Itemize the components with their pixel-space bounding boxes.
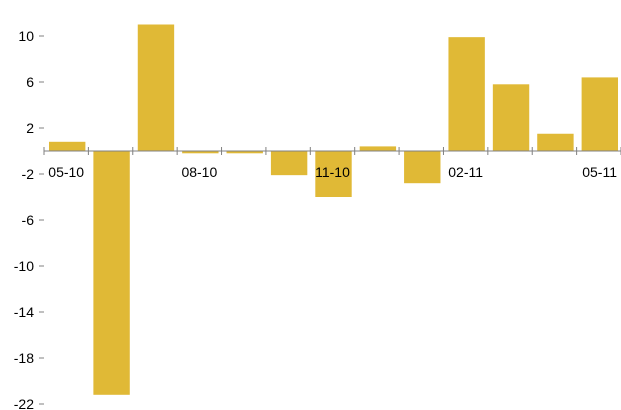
y-tick-label: -22 [14,396,34,410]
bar-05-10 [48,141,86,151]
x-axis-ticks: 05-10 08-10 11-10 02-11 05-11 [43,147,621,180]
bar-07-10 [137,24,175,151]
y-tick-label: 10 [18,28,34,44]
y-tick-label: -6 [22,212,35,228]
bar-11-10 [315,151,352,197]
x-tick-label: 05-10 [48,164,84,180]
bar-12-10 [359,146,397,151]
y-tick-label: -18 [14,350,34,366]
y-tick-label: -2 [22,166,35,182]
bar-08-10 [182,151,219,154]
x-tick-label: 11-10 [315,164,350,180]
x-tick-label: 05-11 [582,164,617,180]
bars-group [48,24,619,395]
bar-05-11 [581,77,619,151]
y-tick-label: 2 [26,120,34,136]
y-axis-ticks: 10 6 2 -2 -6 -10 -14 -18 -22 [14,28,44,410]
x-tick-label: 02-11 [448,164,483,180]
y-tick-label: -14 [14,304,34,320]
bar-09-10 [226,151,263,154]
y-tick-label: -10 [14,258,34,274]
y-tick-label: 6 [26,74,34,90]
x-tick-label: 08-10 [181,164,217,180]
bar-02-11 [448,37,485,151]
bar-03-11 [492,84,530,151]
bar-06-10 [93,151,130,395]
bar-01-11 [404,151,441,184]
bar-04-11 [537,133,574,151]
bar-10-10 [270,151,308,176]
